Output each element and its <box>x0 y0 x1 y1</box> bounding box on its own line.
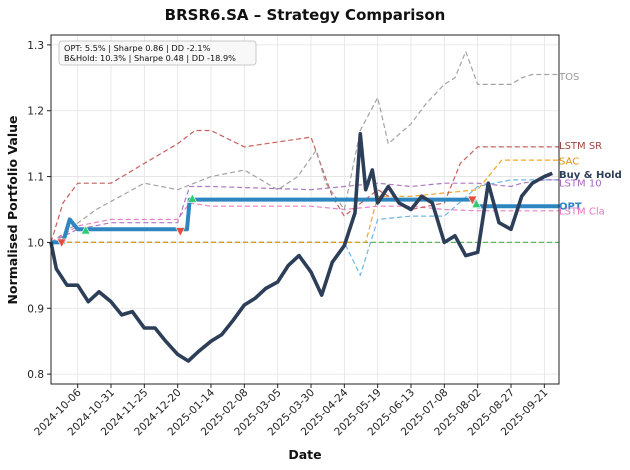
y-tick-label: 1.0 <box>27 237 44 249</box>
end-label: SAC <box>559 156 579 167</box>
end-label: OPT <box>559 202 582 213</box>
end-label: LSTM Cla <box>559 206 605 217</box>
end-label: Buy & Hold <box>559 170 622 181</box>
series-line-series-7 <box>51 179 559 276</box>
end-label: LSTM 10 <box>559 179 602 190</box>
trade-markers <box>56 193 482 249</box>
buy-marker <box>80 224 91 235</box>
x-axis-ticks: 2024-10-062024-10-312024-11-252024-12-20… <box>32 384 550 438</box>
end-label: TOS <box>558 72 579 83</box>
series-line-sac <box>51 159 559 243</box>
stats-line-opt: OPT: 5.5% | Sharpe 0.86 | DD -2.1% <box>64 43 211 53</box>
series-line-lstm-cla <box>50 202 559 243</box>
x-axis-label: Date <box>288 447 321 462</box>
y-tick-label: 1.3 <box>27 40 44 52</box>
series-lines <box>49 50 559 363</box>
y-tick-label: 0.8 <box>27 369 44 381</box>
series-line-buy-hold <box>49 132 553 363</box>
plot-frame <box>50 34 560 385</box>
chart-title: BRSR6.SA – Strategy Comparison <box>165 6 446 24</box>
series-line-lstm-10 <box>50 179 559 243</box>
buy-marker <box>471 198 482 209</box>
series-line-tos <box>50 50 559 243</box>
y-tick-label: 1.1 <box>27 172 44 184</box>
stats-line-bhold: B&Hold: 10.3% | Sharpe 0.48 | DD -18.9% <box>64 53 236 63</box>
sell-marker <box>56 238 67 249</box>
y-axis-ticks: 0.8 0.9 1.0 1.1 1.2 1.3 <box>27 40 51 381</box>
y-tick-label: 0.9 <box>27 303 44 315</box>
sell-marker <box>467 195 478 206</box>
sell-marker <box>175 227 186 237</box>
stats-box: OPT: 5.5% | Sharpe 0.86 | DD -2.1% B&Hol… <box>58 40 257 66</box>
y-tick-label: 1.2 <box>27 106 44 118</box>
y-axis-label: Normalised Portfolio Value <box>5 116 20 305</box>
end-label: LSTM SR <box>559 141 602 152</box>
buy-marker <box>187 193 198 203</box>
